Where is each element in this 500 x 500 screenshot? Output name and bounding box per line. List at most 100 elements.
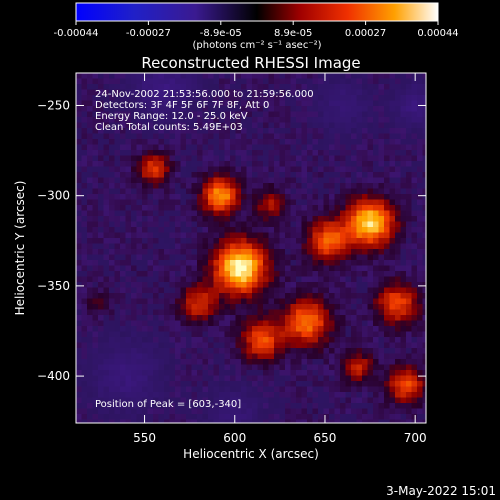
heatmap-cell — [202, 348, 209, 355]
heatmap-cell — [257, 221, 264, 228]
heatmap-cell — [230, 276, 237, 283]
heatmap-cell — [422, 144, 426, 151]
heatmap-cell — [191, 348, 198, 355]
heatmap-cell — [263, 348, 270, 355]
heatmap-cell — [246, 177, 253, 184]
heatmap-cell — [257, 419, 264, 423]
heatmap-cell — [180, 304, 187, 311]
heatmap-cell — [230, 326, 237, 333]
heatmap-cell — [136, 243, 143, 250]
heatmap-cell — [290, 117, 297, 124]
heatmap-cell — [109, 106, 116, 113]
heatmap-cell — [296, 95, 303, 102]
heatmap-cell — [378, 139, 385, 146]
heatmap-cell — [197, 100, 204, 107]
heatmap-cell — [351, 139, 358, 146]
heatmap-cell — [164, 337, 171, 344]
heatmap-cell — [290, 364, 297, 371]
heatmap-cell — [158, 150, 165, 157]
heatmap-cell — [389, 331, 396, 338]
heatmap-cell — [252, 216, 259, 223]
heatmap-cell — [395, 304, 402, 311]
heatmap-cell — [345, 392, 352, 399]
heatmap-cell — [411, 166, 418, 173]
heatmap-cell — [81, 397, 88, 404]
heatmap-cell — [422, 287, 426, 294]
heatmap-cell — [186, 265, 193, 272]
heatmap-cell — [92, 320, 99, 327]
heatmap-cell — [131, 260, 138, 267]
heatmap-cell — [334, 194, 341, 201]
heatmap-cell — [208, 397, 215, 404]
heatmap-cell — [257, 287, 264, 294]
heatmap-cell — [213, 298, 220, 305]
heatmap-cell — [422, 199, 426, 206]
heatmap-cell — [153, 139, 160, 146]
heatmap-cell — [395, 353, 402, 360]
heatmap-cell — [329, 397, 336, 404]
heatmap-cell — [334, 238, 341, 245]
heatmap-cell — [389, 254, 396, 261]
heatmap-cell — [142, 342, 149, 349]
heatmap-cell — [246, 364, 253, 371]
heatmap-cell — [296, 254, 303, 261]
heatmap-cell — [411, 304, 418, 311]
heatmap-cell — [351, 249, 358, 256]
heatmap-cell — [307, 320, 314, 327]
heatmap-cell — [147, 315, 154, 322]
heatmap-cell — [224, 287, 231, 294]
heatmap-cell — [136, 348, 143, 355]
heatmap-cell — [340, 320, 347, 327]
heatmap-cell — [406, 84, 413, 91]
heatmap-cell — [158, 249, 165, 256]
heatmap-cell — [202, 150, 209, 157]
heatmap-cell — [257, 227, 264, 234]
heatmap-cell — [87, 139, 94, 146]
heatmap-cell — [142, 139, 149, 146]
heatmap-cell — [400, 177, 407, 184]
heatmap-cell — [98, 73, 105, 80]
heatmap-cell — [301, 370, 308, 377]
heatmap-cell — [384, 221, 391, 228]
heatmap-cell — [257, 216, 264, 223]
heatmap-cell — [202, 260, 209, 267]
heatmap-cell — [345, 408, 352, 415]
heatmap-cell — [268, 122, 275, 129]
heatmap-cell — [219, 265, 226, 272]
heatmap-cell — [389, 353, 396, 360]
heatmap-cell — [191, 309, 198, 316]
heatmap-cell — [175, 144, 182, 151]
heatmap-cell — [356, 254, 363, 261]
heatmap-cell — [356, 249, 363, 256]
heatmap-cell — [180, 408, 187, 415]
heatmap-cell — [340, 106, 347, 113]
heatmap-cell — [345, 78, 352, 85]
heatmap-cell — [301, 133, 308, 140]
heatmap-cell — [147, 155, 154, 162]
heatmap-cell — [76, 166, 83, 173]
heatmap-cell — [312, 375, 319, 382]
annotation-line: Detectors: 3F 4F 5F 6F 7F 8F, Att 0 — [95, 100, 269, 111]
heatmap-cell — [279, 408, 286, 415]
heatmap-cell — [384, 397, 391, 404]
heatmap-cell — [81, 177, 88, 184]
heatmap-cell — [235, 177, 242, 184]
heatmap-cell — [76, 111, 83, 118]
heatmap-cell — [175, 221, 182, 228]
heatmap-cell — [153, 331, 160, 338]
heatmap-cell — [246, 133, 253, 140]
heatmap-cell — [131, 216, 138, 223]
heatmap-cell — [252, 232, 259, 239]
heatmap-cell — [257, 106, 264, 113]
heatmap-cell — [136, 139, 143, 146]
heatmap-cell — [120, 122, 127, 129]
heatmap-cell — [312, 408, 319, 415]
heatmap-cell — [334, 106, 341, 113]
heatmap-cell — [103, 144, 110, 151]
heatmap-cell — [334, 227, 341, 234]
heatmap-cell — [285, 238, 292, 245]
heatmap-cell — [367, 254, 374, 261]
heatmap-cell — [329, 221, 336, 228]
heatmap-cell — [378, 320, 385, 327]
heatmap-cell — [175, 276, 182, 283]
